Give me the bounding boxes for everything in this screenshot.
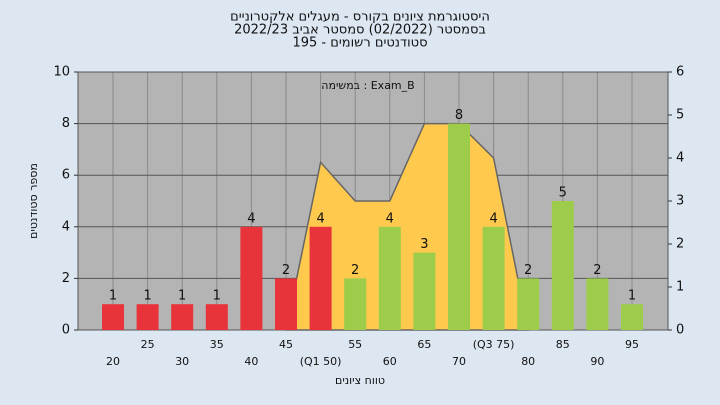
x-tick-label: (Q1 50) [300,355,342,368]
x-tick-label: 30 [175,355,189,368]
bar [586,278,609,330]
x-tick-label: 25 [141,338,155,351]
x-tick-label: 40 [244,355,258,368]
chart-subtitle: סטודנטים רשומים - 195 [292,36,427,51]
x-tick-label: 45 [279,338,293,351]
value-label: 4 [316,211,324,226]
y2-tick-label: 3 [676,194,684,209]
y-tick-label: 10 [53,65,70,80]
x-tick-label: 85 [556,338,570,351]
x-tick-label: 55 [348,338,362,351]
value-label: 4 [247,211,255,226]
bar [205,304,228,330]
y2-tick-label: 5 [676,108,684,123]
value-label: 1 [178,289,186,304]
bar [551,201,574,330]
bar [171,304,194,330]
value-label: 1 [109,289,117,304]
x-tick-label: 65 [417,338,431,351]
bar [482,226,505,330]
bar [378,226,401,330]
x-tick-label: (Q3 75) [473,338,515,351]
value-label: 2 [351,263,359,278]
y2-tick-label: 6 [676,65,684,80]
value-label: 4 [386,211,394,226]
x-tick-label: 70 [452,355,466,368]
chart-title: היסטוגרמת ציונים בקורס - מעגלים אלקטרוני… [230,10,490,25]
y2-tick-label: 0 [676,323,684,338]
bar [517,278,540,330]
bar [344,278,367,330]
value-label: 8 [455,108,463,123]
value-label: 2 [593,263,601,278]
y2-tick-label: 2 [676,237,684,252]
y-tick-label: 4 [62,219,70,234]
y-tick-label: 2 [62,271,70,286]
y-tick-label: 8 [62,116,70,131]
chart-subtitle: בסמסטר (02/2022) סמסטר אביב 2022/23 [234,23,486,38]
value-label: 3 [420,237,428,252]
value-label: 5 [559,186,567,201]
value-label: 1 [213,289,221,304]
bar [448,123,470,330]
x-tick-label: 90 [590,355,604,368]
x-tick-label: 60 [383,355,397,368]
bar [102,304,124,330]
value-label: 2 [282,263,290,278]
y-axis-label: מספר סטודנטים [27,163,40,239]
value-label: 1 [628,289,636,304]
x-tick-label: 20 [106,355,120,368]
bar [136,304,159,330]
value-label: 1 [143,289,151,304]
value-label: 4 [489,211,497,226]
x-tick-label: 35 [210,338,224,351]
x-axis-label: טווח ציונים [335,374,385,387]
annotation: במשימה : Exam_B [321,79,414,92]
x-tick-label: 80 [521,355,535,368]
y2-tick-label: 1 [676,280,684,295]
y-tick-label: 6 [62,168,70,183]
x-tick-label: 95 [625,338,639,351]
bar [240,226,263,330]
value-label: 2 [524,263,532,278]
bar [621,304,643,330]
bar [413,252,436,330]
bar [309,226,332,330]
y2-tick-label: 4 [676,151,684,166]
y-tick-label: 0 [62,323,70,338]
bar [275,278,297,330]
